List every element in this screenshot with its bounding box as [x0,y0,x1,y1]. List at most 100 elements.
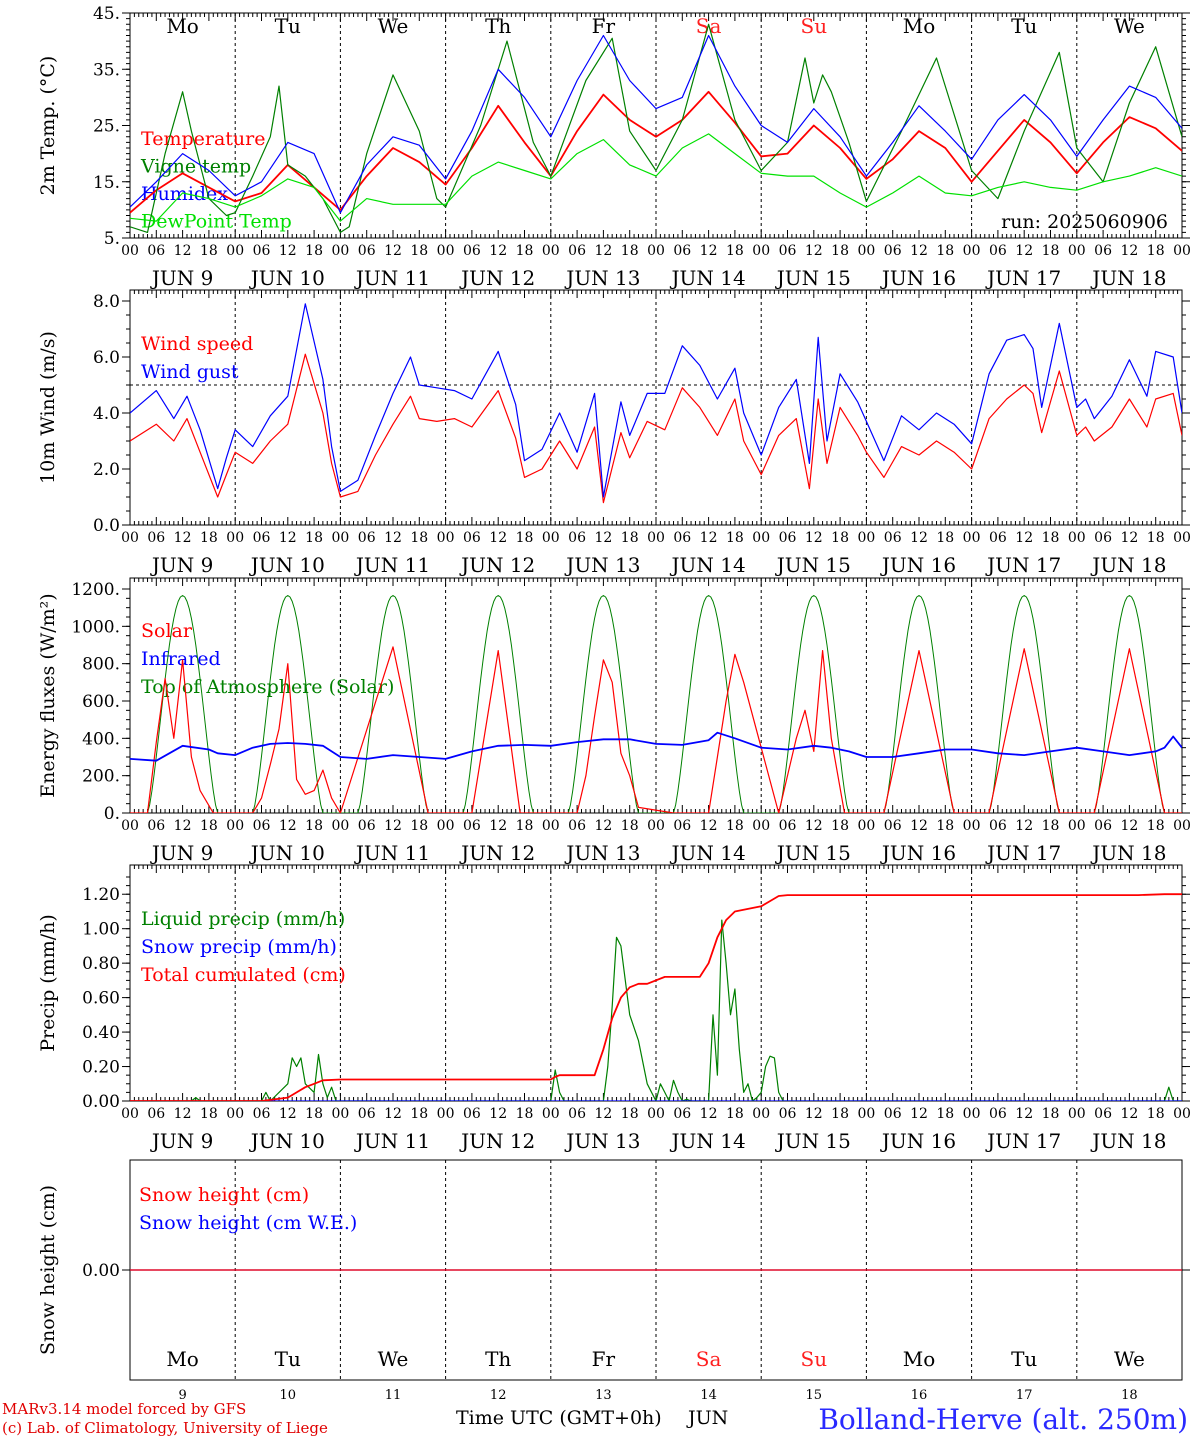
y-tick-label: 0.0 [93,516,120,536]
series-line-temperature [130,90,1182,214]
hour-label: 06 [1094,530,1112,546]
hour-label: 06 [147,818,165,834]
lab-credit: (c) Lab. of Climatology, University of L… [2,1419,328,1437]
hour-label: 00 [857,818,875,834]
hour-label: 00 [1068,1106,1086,1122]
panel-wind: 0.0 2.0 4.0 6.0 8.0 10m Wind (m/s) 00 06 12 18 00 0… [37,289,1191,577]
hour-label: 00 [437,1106,455,1122]
weekday-label: Tu [1011,14,1037,38]
date-label: JUN 18 [1090,266,1166,290]
hour-label: 00 [963,818,981,834]
hour-label: 12 [384,243,402,259]
hour-label: 06 [253,818,271,834]
hour-label: 18 [621,818,639,834]
hour-label: 18 [200,818,218,834]
date-label: JUN 16 [880,841,956,865]
hour-label: 00 [437,530,455,546]
series-group [130,595,1182,813]
hour-label: 12 [174,1106,192,1122]
hour-label: 06 [1094,243,1112,259]
y-axis-label: Snow height (cm) [37,1185,59,1355]
y-tick-label: 600. [82,692,120,712]
hour-label: 12 [1120,530,1138,546]
hour-label: 06 [358,818,376,834]
legend-entry: Solar [141,620,193,642]
date-label: JUN 9 [150,841,213,865]
hour-label: 18 [726,1106,744,1122]
legend-entry: Total cumulated (cm) [141,964,346,986]
date-label: JUN 13 [564,1129,640,1153]
series-line-total-cumulated-cm [130,893,1182,1101]
hour-label: 18 [410,1106,428,1122]
bottom-day-number: 13 [595,1388,612,1403]
y-tick-label: 4.0 [93,404,120,424]
hour-label: 00 [542,818,560,834]
date-label: JUN 18 [1090,841,1166,865]
y-tick-label: 45. [93,4,120,24]
hour-label: 12 [700,530,718,546]
hour-label: 06 [358,530,376,546]
bottom-day-number: 18 [1121,1388,1138,1403]
weekday-label: We [378,14,409,38]
hour-label: 12 [805,818,823,834]
date-label: JUN 13 [564,266,640,290]
hour-label: 00 [647,818,665,834]
series-line-liquid-precip-mm-h [130,919,1182,1101]
hour-label: 12 [805,1106,823,1122]
hour-label: 00 [121,243,139,259]
y-tick-label: 15. [93,173,120,193]
date-label: JUN 11 [354,266,430,290]
y-tick-label: 35. [93,60,120,80]
hour-label: 06 [989,243,1007,259]
hour-label: 00 [857,530,875,546]
station-name: Bolland-Herve (alt. 250m) [818,1403,1188,1436]
hour-label: 12 [594,818,612,834]
panel-temperature: 5. 15. 25. 35. 45. 2m Temp. (°C) 00 06 12 18 00 06 1… [37,4,1191,290]
hour-label: 18 [621,530,639,546]
hour-label: 12 [1015,243,1033,259]
hour-label: 18 [1147,530,1165,546]
hour-label: 00 [752,1106,770,1122]
weekday-label: Tu [275,1347,301,1371]
hour-label: 18 [516,818,534,834]
hour-label: 00 [121,530,139,546]
bottom-day-number: 12 [490,1388,507,1403]
hour-label: 00 [963,530,981,546]
hour-label: 00 [226,1106,244,1122]
hour-label: 12 [1120,1106,1138,1122]
hour-label: 00 [1173,243,1191,259]
hour-label: 00 [752,818,770,834]
hour-label: 12 [489,243,507,259]
hour-label: 06 [568,1106,586,1122]
hour-label: 00 [226,818,244,834]
weekday-label: Fr [592,14,616,38]
hour-label: 12 [279,1106,297,1122]
date-label: JUN 14 [670,841,746,865]
date-label: JUN 11 [354,553,430,577]
hour-label: 12 [384,818,402,834]
run-label: run: 2025060906 [1001,211,1168,233]
hour-label: 00 [542,1106,560,1122]
hour-label: 06 [147,243,165,259]
y-tick-label: 1.20 [82,885,120,905]
series-line-wind-speed [130,353,1182,504]
hour-label: 06 [463,818,481,834]
date-label: JUN 16 [880,1129,956,1153]
hour-label: 00 [331,818,349,834]
hour-label: 12 [805,530,823,546]
panel-energy: 0. 200. 400. 600. 800. 1000. 1200. Energy fluxe… [37,577,1191,865]
hour-label: 18 [726,243,744,259]
hour-label: 06 [147,1106,165,1122]
weekday-label: Tu [275,14,301,38]
y-tick-label: 0.40 [82,1023,120,1043]
hour-label: 00 [752,243,770,259]
hour-label: 00 [647,1106,665,1122]
weekday-label: Mo [166,14,199,38]
hour-label: 18 [305,243,323,259]
legend-entry: Vigne temp [140,156,251,178]
weekday-label: Mo [903,14,936,38]
hour-label: 12 [910,818,928,834]
bottom-day-number: 9 [178,1388,186,1403]
weekday-label: Th [485,1347,511,1371]
hour-label: 18 [1042,1106,1060,1122]
